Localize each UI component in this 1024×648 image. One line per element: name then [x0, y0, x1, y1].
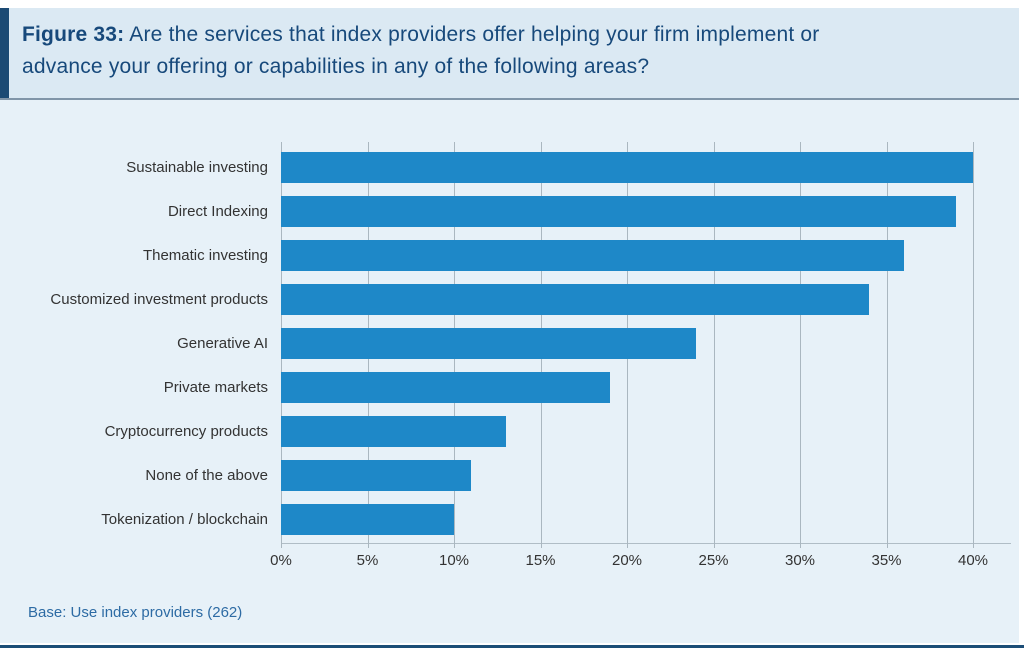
gridline: [973, 142, 974, 543]
axis-tick: [973, 543, 974, 548]
bar: [281, 240, 904, 271]
axis-tick: [627, 543, 628, 548]
axis-tick: [454, 543, 455, 548]
bar: [281, 196, 956, 227]
base-note: Base: Use index providers (262): [28, 604, 243, 621]
category-label: Generative AI: [177, 335, 268, 352]
bar: [281, 372, 610, 403]
figure-title-line1: Are the services that index providers of…: [129, 23, 820, 46]
category-label: Private markets: [163, 379, 268, 396]
bar: [281, 504, 454, 535]
axis-tick: [886, 543, 888, 548]
category-label: None of the above: [145, 467, 268, 484]
figure-panel: Figure 33: Are the services that index p…: [0, 8, 1019, 643]
axis-tick: [540, 543, 542, 548]
x-tick-label: 40%: [957, 552, 989, 569]
category-label: Thematic investing: [142, 247, 268, 264]
x-tick-label: 35%: [871, 552, 902, 569]
bar: [281, 328, 697, 359]
x-tick-label: 10%: [438, 552, 470, 569]
gridline: [800, 142, 801, 543]
category-label: Cryptocurrency products: [104, 423, 268, 440]
figure-header: Figure 33: Are the services that index p…: [0, 8, 1019, 100]
figure-title-line2: advance your offering or capabilities in…: [22, 55, 650, 78]
axis-tick: [800, 543, 801, 548]
figure-number-label: Figure 33:: [22, 23, 125, 46]
x-tick-label: 30%: [784, 552, 816, 569]
axis-tick: [281, 543, 282, 548]
x-tick-label: 15%: [525, 552, 556, 569]
category-label: Direct Indexing: [167, 203, 268, 220]
bar: [281, 152, 973, 183]
bar: [281, 284, 870, 315]
plot-area: [281, 142, 1011, 544]
x-tick-label: 20%: [611, 552, 643, 569]
gridline: [886, 142, 888, 543]
figure-title: Figure 33: Are the services that index p…: [22, 19, 1002, 83]
category-label: Customized investment products: [50, 291, 268, 308]
bottom-rule: [0, 645, 1024, 648]
bar: [281, 460, 472, 491]
bar: [281, 416, 506, 447]
x-tick-label: 5%: [356, 552, 379, 569]
chart-area: Sustainable investing Direct Indexing Them…: [0, 100, 1019, 643]
x-tick-label: 0%: [270, 552, 292, 569]
category-label: Tokenization / blockchain: [101, 511, 268, 528]
category-label: Sustainable investing: [126, 159, 268, 176]
gridline: [713, 142, 715, 543]
x-tick-label: 25%: [698, 552, 729, 569]
axis-tick: [713, 543, 715, 548]
axis-tick: [367, 543, 369, 548]
header-accent-bar: [0, 8, 9, 98]
